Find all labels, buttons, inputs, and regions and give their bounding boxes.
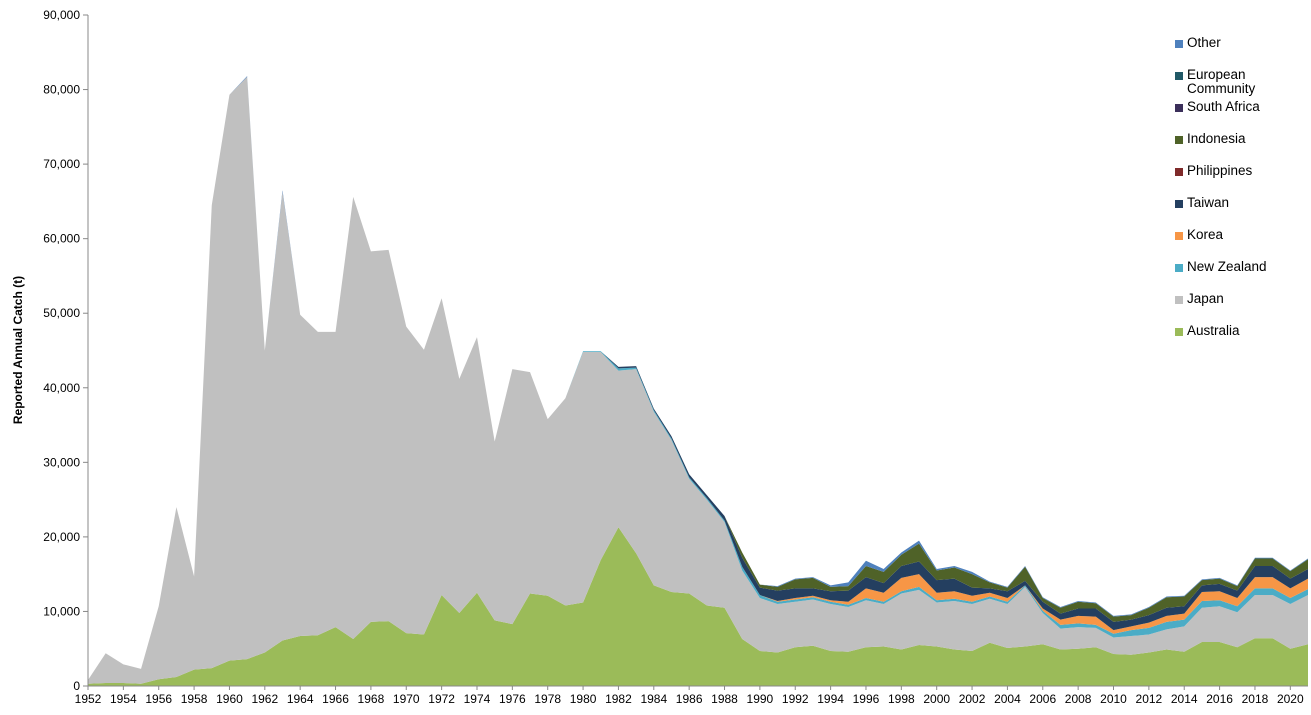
legend-swatch <box>1175 328 1183 336</box>
legend-item: Japan <box>1175 292 1305 324</box>
legend-swatch <box>1175 104 1183 112</box>
legend-label: Indonesia <box>1187 131 1246 146</box>
legend-swatch <box>1175 264 1183 272</box>
x-tick-label: 1962 <box>251 692 278 706</box>
legend-item: Taiwan <box>1175 196 1305 228</box>
legend-label: Australia <box>1187 323 1240 338</box>
x-tick-label: 1968 <box>358 692 385 706</box>
y-tick-label: 50,000 <box>43 306 80 320</box>
legend-swatch <box>1175 168 1183 176</box>
x-tick-label: 1954 <box>110 692 137 706</box>
x-tick-label: 2018 <box>1242 692 1269 706</box>
legend-swatch <box>1175 232 1183 240</box>
x-tick-label: 1972 <box>428 692 455 706</box>
x-tick-label: 2016 <box>1206 692 1233 706</box>
x-tick-label: 1988 <box>711 692 738 706</box>
legend-item: Philippines <box>1175 164 1305 196</box>
y-tick-label: 20,000 <box>43 530 80 544</box>
legend-item: New Zealand <box>1175 260 1305 292</box>
y-tick-label: 30,000 <box>43 455 80 469</box>
x-tick-label: 1984 <box>640 692 667 706</box>
legend-label: Taiwan <box>1187 195 1230 210</box>
legend-item: European Community <box>1175 68 1305 100</box>
x-tick-label: 1980 <box>570 692 597 706</box>
x-tick-label: 1964 <box>287 692 314 706</box>
x-tick-label: 1956 <box>145 692 172 706</box>
area <box>88 76 1308 681</box>
x-tick-label: 2006 <box>1029 692 1056 706</box>
legend-swatch <box>1175 296 1183 304</box>
y-tick-label: 90,000 <box>43 8 80 22</box>
y-tick-label: 10,000 <box>43 604 80 618</box>
legend-label: Korea <box>1187 227 1224 242</box>
x-tick-label: 1966 <box>322 692 349 706</box>
legend-label: New Zealand <box>1187 259 1267 274</box>
y-tick-label: 80,000 <box>43 83 80 97</box>
legend-item: Korea <box>1175 228 1305 260</box>
x-tick-label: 1998 <box>888 692 915 706</box>
y-tick-label: 70,000 <box>43 157 80 171</box>
x-tick-label: 1976 <box>499 692 526 706</box>
x-tick-label: 2010 <box>1100 692 1127 706</box>
x-tick-label: 1978 <box>534 692 561 706</box>
x-tick-label: 1970 <box>393 692 420 706</box>
x-tick-label: 2008 <box>1065 692 1092 706</box>
x-tick-label: 2004 <box>994 692 1021 706</box>
y-tick-label: 60,000 <box>43 232 80 246</box>
x-tick-label: 2020 <box>1277 692 1304 706</box>
y-axis-label: Reported Annual Catch (t) <box>11 276 25 424</box>
x-tick-label: 1960 <box>216 692 243 706</box>
legend-item: Indonesia <box>1175 132 1305 164</box>
x-tick-label: 1996 <box>853 692 880 706</box>
y-tick-label: 40,000 <box>43 381 80 395</box>
legend-swatch <box>1175 136 1183 144</box>
x-tick-label: 2002 <box>959 692 986 706</box>
area <box>88 527 1308 686</box>
x-tick-label: 2014 <box>1171 692 1198 706</box>
x-tick-label: 1994 <box>817 692 844 706</box>
y-tick-label: 0 <box>73 679 80 693</box>
x-tick-label: 1958 <box>181 692 208 706</box>
x-tick-label: 2012 <box>1136 692 1163 706</box>
legend-label: South Africa <box>1187 99 1260 114</box>
area <box>88 76 1308 684</box>
legend-label: Other <box>1187 35 1221 50</box>
x-tick-label: 1986 <box>676 692 703 706</box>
legend-swatch <box>1175 72 1183 80</box>
legend: Other European Community South Africa Indon… <box>1175 36 1305 356</box>
legend-swatch <box>1175 200 1183 208</box>
x-tick-label: 1990 <box>747 692 774 706</box>
legend-label: Philippines <box>1187 163 1253 178</box>
legend-label: European Community <box>1187 67 1256 96</box>
legend-swatch <box>1175 40 1183 48</box>
x-tick-label: 1992 <box>782 692 809 706</box>
x-tick-label: 1974 <box>464 692 491 706</box>
legend-item: South Africa <box>1175 100 1305 132</box>
x-tick-label: 2000 <box>923 692 950 706</box>
legend-item: Other <box>1175 36 1305 68</box>
legend-label: Japan <box>1187 291 1224 306</box>
x-tick-label: 1952 <box>75 692 102 706</box>
x-tick-label: 1982 <box>605 692 632 706</box>
legend-item: Australia <box>1175 324 1305 356</box>
